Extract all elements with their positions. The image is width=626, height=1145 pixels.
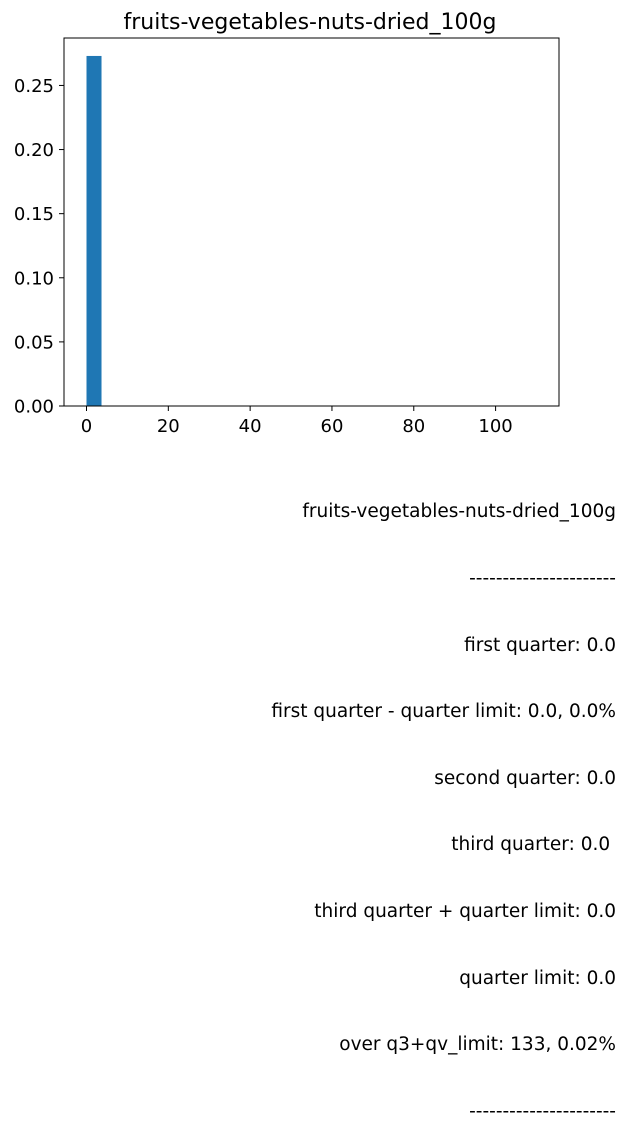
chart-title: fruits-vegetables-nuts-dried_100g xyxy=(124,10,497,35)
stats-third-quarter: third quarter: 0.0 xyxy=(451,834,616,856)
plot-frame xyxy=(63,37,560,407)
stats-third-quarter-limit: third quarter + quarter limit: 0.0 xyxy=(314,901,616,923)
stats-separator-bottom: ---------------------- xyxy=(469,1100,616,1122)
stats-separator-top: ---------------------- xyxy=(469,568,616,590)
x-tick-label-60: 60 xyxy=(321,416,344,437)
x-tick-label-80: 80 xyxy=(402,416,425,437)
x-tick-label-0: 0 xyxy=(81,416,92,437)
x-tick-label-40: 40 xyxy=(239,416,262,437)
y-tick-label-0: 0.00 xyxy=(14,397,54,418)
y-tick-label-1: 0.05 xyxy=(14,332,54,353)
x-tick-label-20: 20 xyxy=(157,416,180,437)
stats-first-quarter-limit: first quarter - quarter limit: 0.0, 0.0% xyxy=(271,701,616,723)
histogram-chart: fruits-vegetables-nuts-dried_100g 0 20 40 6… xyxy=(14,10,560,437)
bars-group xyxy=(86,55,102,406)
y-axis: 0.00 0.05 0.10 0.15 0.20 0.25 xyxy=(14,76,64,418)
stats-title: fruits-vegetables-nuts-dried_100g xyxy=(302,501,616,523)
y-tick-label-3: 0.15 xyxy=(14,204,54,225)
x-axis: 0 20 40 60 80 100 xyxy=(81,406,513,437)
x-tick-label-100: 100 xyxy=(478,416,512,437)
histogram-bar-0 xyxy=(86,55,102,406)
stats-over-limit: over q3+qv_limit: 133, 0.02% xyxy=(339,1034,616,1056)
stats-second-quarter: second quarter: 0.0 xyxy=(434,767,616,789)
stats-panel: fruits-vegetables-nuts-dried_100g ------… xyxy=(271,457,616,1145)
y-tick-label-4: 0.20 xyxy=(14,140,54,161)
y-tick-label-2: 0.10 xyxy=(14,268,54,289)
y-tick-label-5: 0.25 xyxy=(14,76,54,97)
stats-first-quarter: first quarter: 0.0 xyxy=(464,634,616,656)
stats-quarter-limit: quarter limit: 0.0 xyxy=(459,967,616,989)
